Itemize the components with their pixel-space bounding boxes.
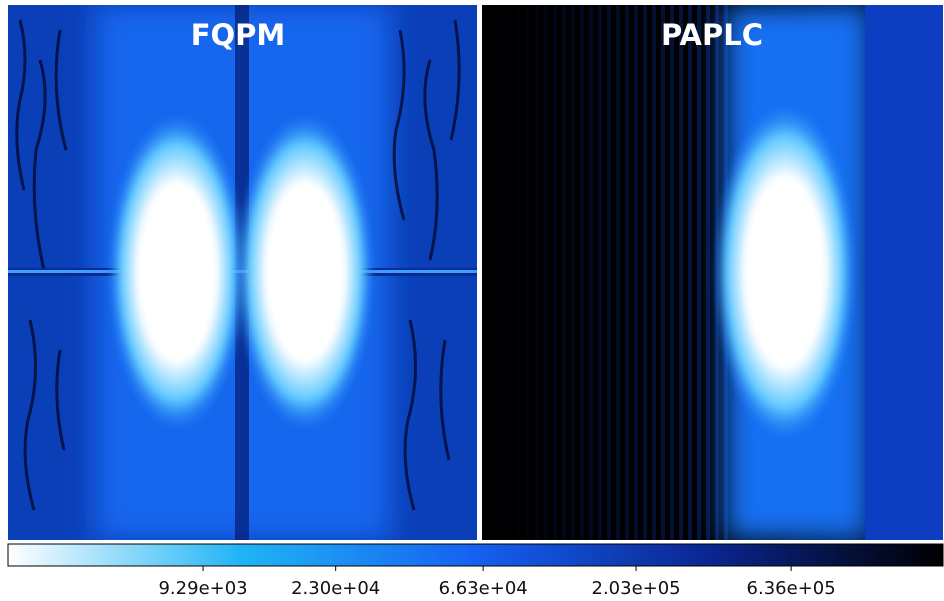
colorbar-tick-label: 6.63e+04 [439, 578, 528, 599]
colorbar-tick-label: 9.29e+03 [158, 578, 247, 599]
colorbar-tick-label: 2.30e+04 [291, 578, 380, 599]
colorbar [7, 543, 944, 567]
colorbar-tick-label: 6.36e+05 [747, 578, 836, 599]
fqpm-image [8, 5, 477, 540]
colorbar-tick-label: 2.03e+05 [592, 578, 681, 599]
panel-title: PAPLC [661, 18, 763, 52]
panel-title: FQPM [191, 18, 286, 52]
paplc-image [482, 5, 943, 540]
